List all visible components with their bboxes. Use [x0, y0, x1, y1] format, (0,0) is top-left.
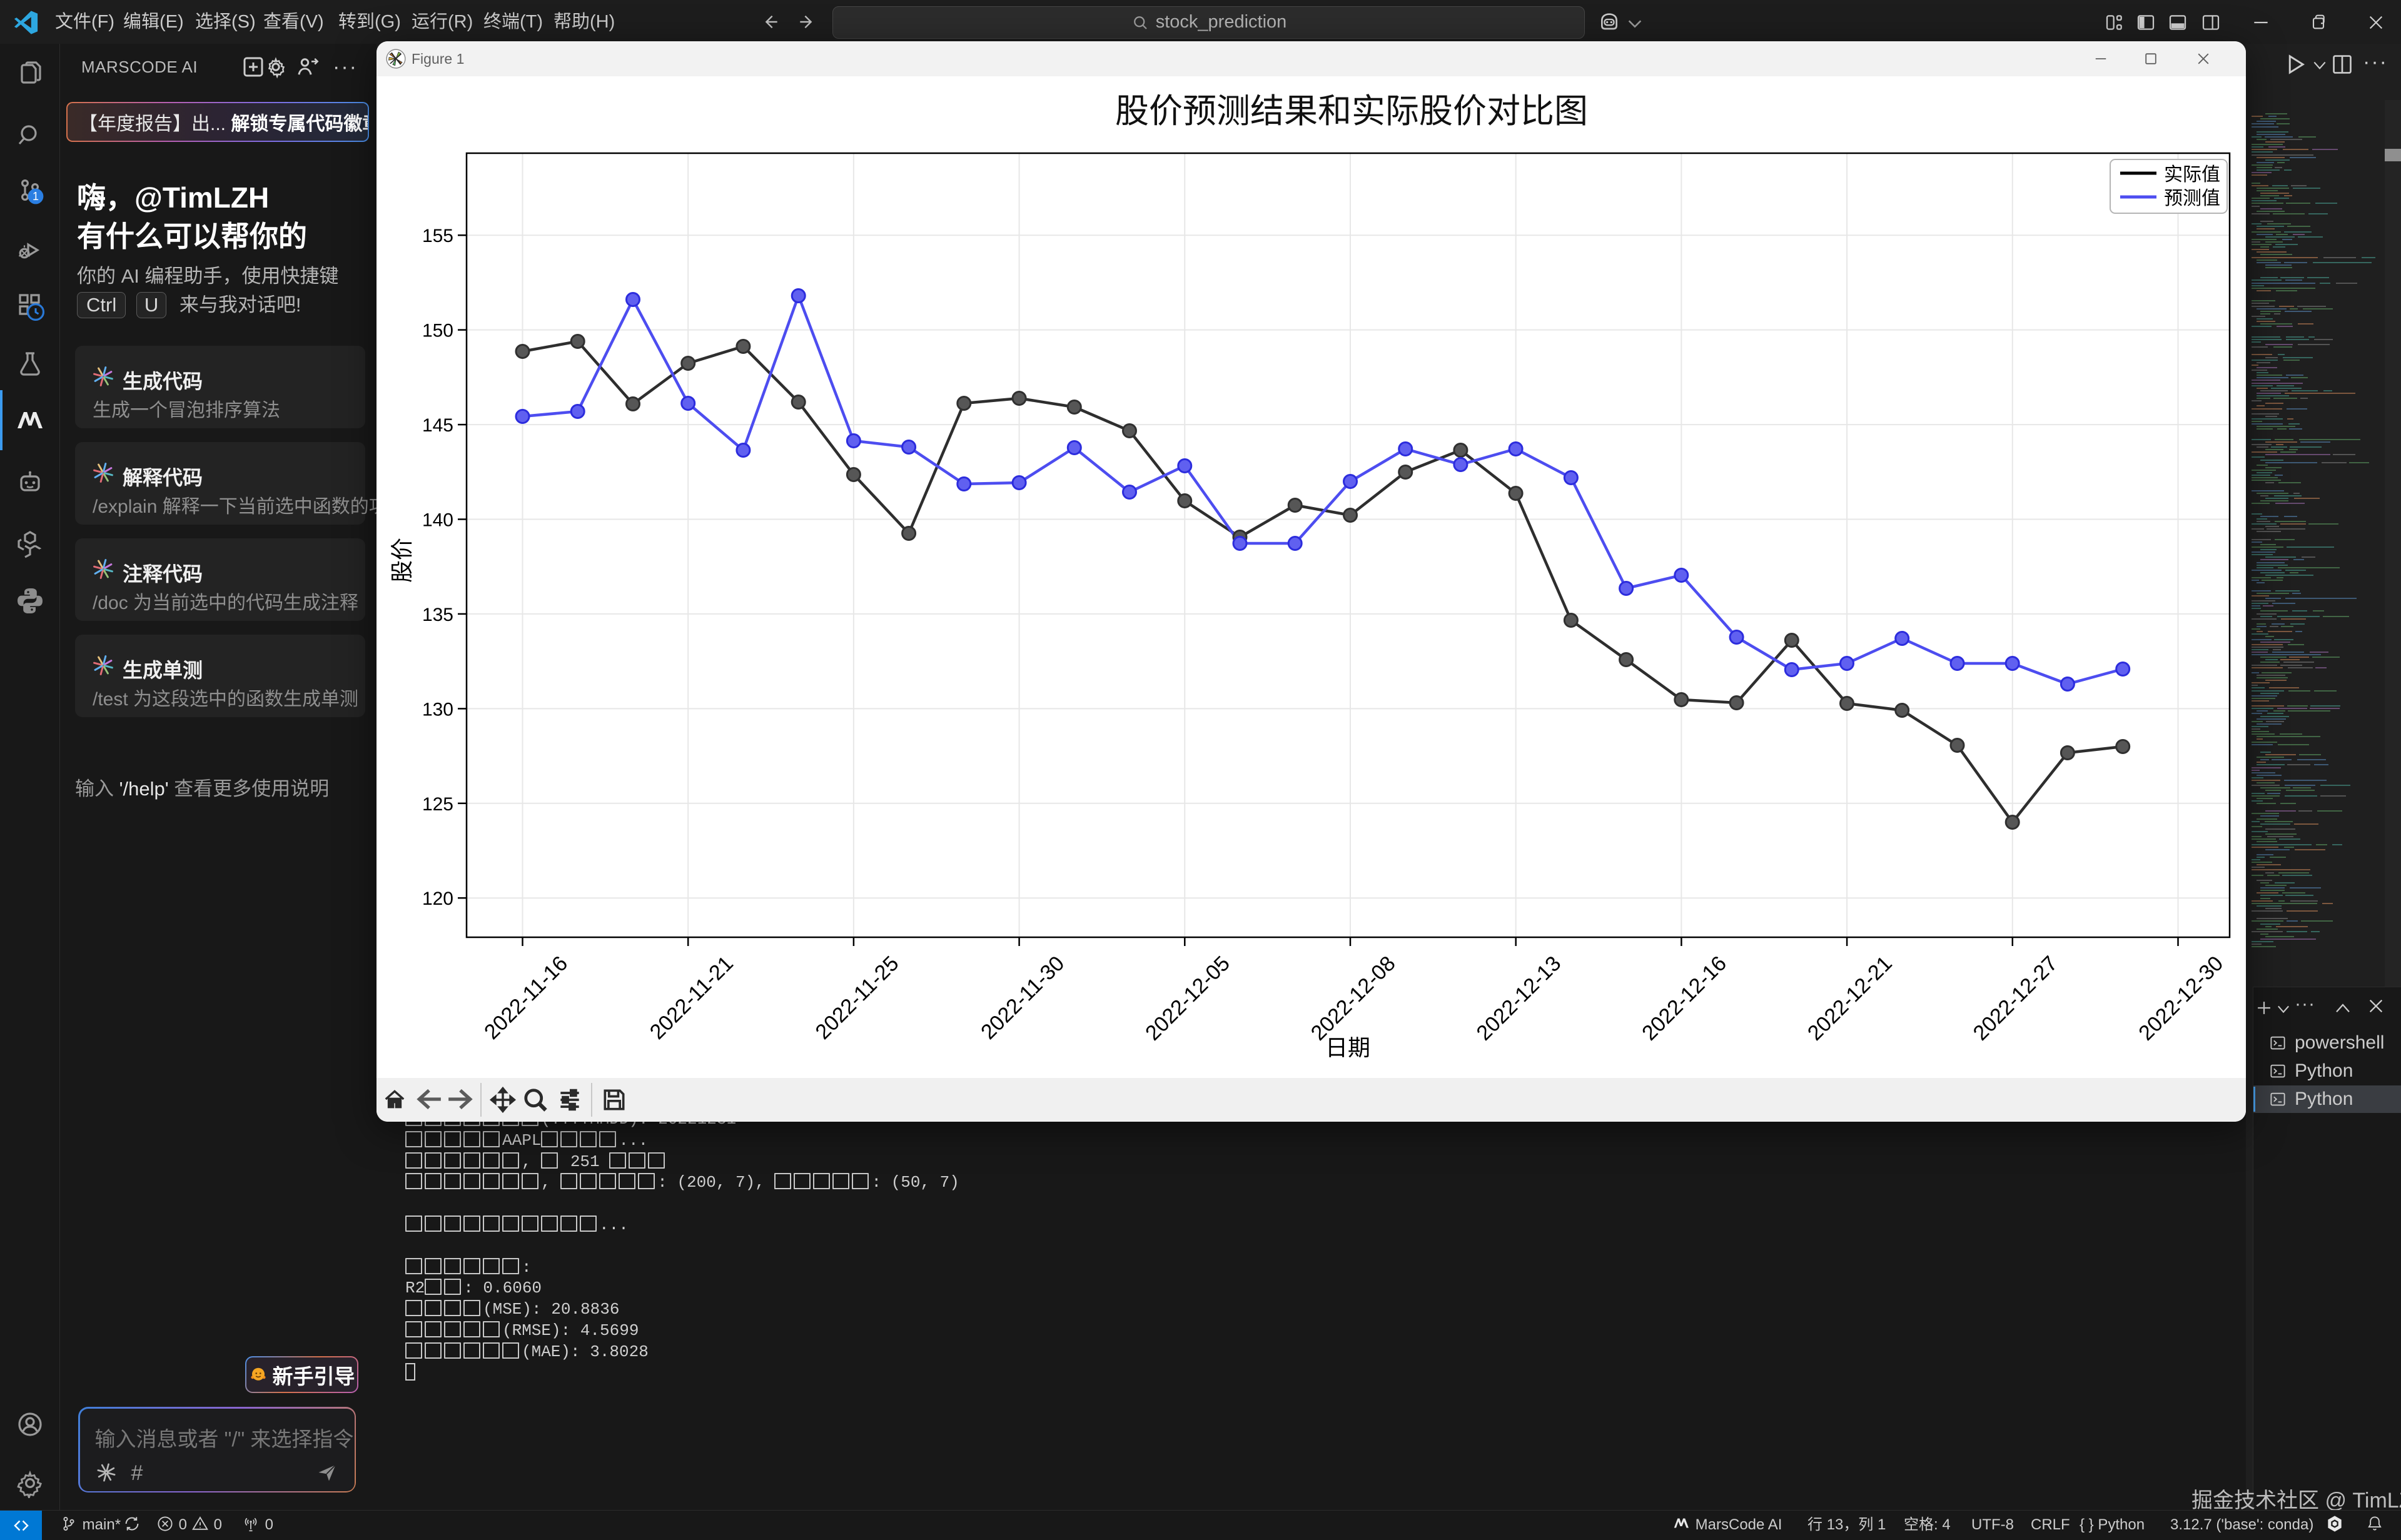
svg-text:155: 155 [422, 226, 453, 246]
svg-text:135: 135 [422, 605, 453, 625]
svg-text:145: 145 [422, 415, 453, 436]
svg-text:实际值: 实际值 [2164, 164, 2220, 185]
svg-text:125: 125 [422, 794, 453, 815]
svg-text:股价: 股价 [389, 538, 415, 583]
svg-text:150: 150 [422, 321, 453, 341]
svg-text:预测值: 预测值 [2164, 188, 2220, 209]
svg-text:1: 1 [33, 190, 39, 203]
svg-text:140: 140 [422, 510, 453, 531]
svg-text:120: 120 [422, 888, 453, 909]
svg-text:股价预测结果和实际股价对比图: 股价预测结果和实际股价对比图 [1115, 93, 1588, 130]
svg-text:130: 130 [422, 699, 453, 720]
svg-text:日期: 日期 [1325, 1035, 1370, 1060]
